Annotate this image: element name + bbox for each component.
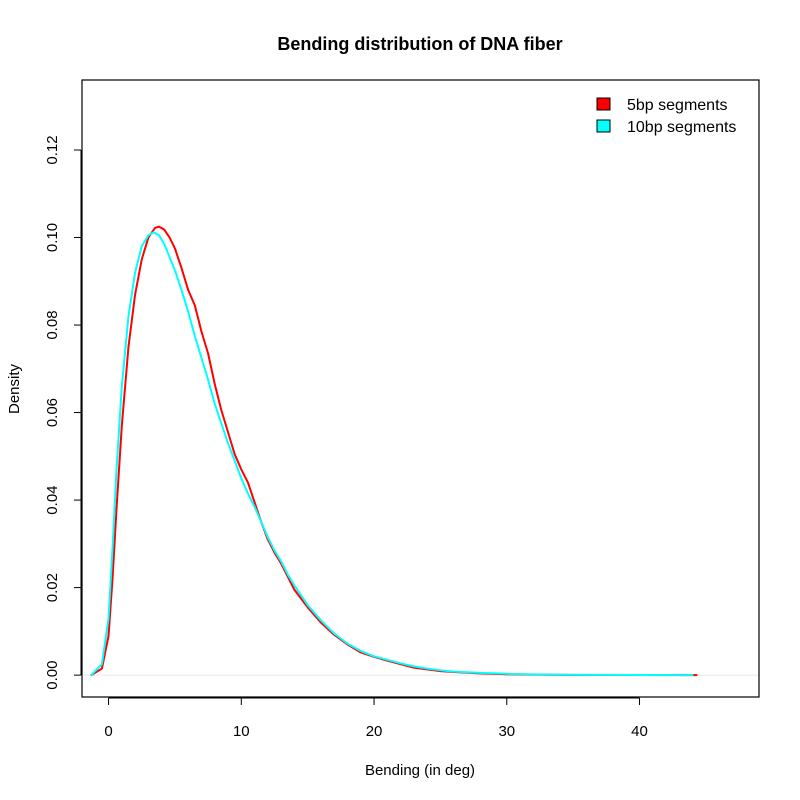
legend-swatch-5bp bbox=[596, 97, 611, 111]
y-tick-label: 0.06 bbox=[44, 398, 61, 427]
y-tick-label: 0.08 bbox=[44, 310, 61, 339]
x-tick-label: 10 bbox=[233, 723, 250, 740]
x-axis-label: Bending (in deg) bbox=[365, 762, 475, 779]
y-tick-label: 0.02 bbox=[44, 573, 61, 602]
y-tick-label: 0.12 bbox=[44, 135, 61, 164]
x-tick-label: 30 bbox=[498, 723, 515, 740]
legend: 5bp segments 10bp segments bbox=[596, 97, 736, 136]
y-tick-label: 0.04 bbox=[44, 485, 61, 514]
y-axis-label: Density bbox=[6, 363, 23, 414]
y-tick-label: 0.00 bbox=[44, 661, 61, 690]
x-tick-label: 0 bbox=[104, 723, 112, 740]
x-tick-label: 40 bbox=[631, 723, 648, 740]
legend-label-10bp: 10bp segments bbox=[627, 119, 736, 136]
legend-swatch-10bp bbox=[596, 119, 611, 133]
plot-area bbox=[82, 225, 759, 677]
legend-label-5bp: 5bp segments bbox=[627, 97, 728, 114]
x-axis: 0 10 20 30 40 bbox=[104, 697, 648, 740]
plot-frame bbox=[81, 79, 760, 698]
y-tick-label: 0.10 bbox=[44, 223, 61, 252]
series-line-5bp bbox=[90, 225, 698, 677]
x-tick-label: 20 bbox=[366, 723, 383, 740]
series-line-10bp bbox=[90, 231, 694, 677]
y-axis: 0.00 0.02 0.04 0.06 0.08 0.10 0.12 bbox=[44, 135, 82, 690]
chart-title: Bending distribution of DNA fiber bbox=[277, 34, 562, 54]
